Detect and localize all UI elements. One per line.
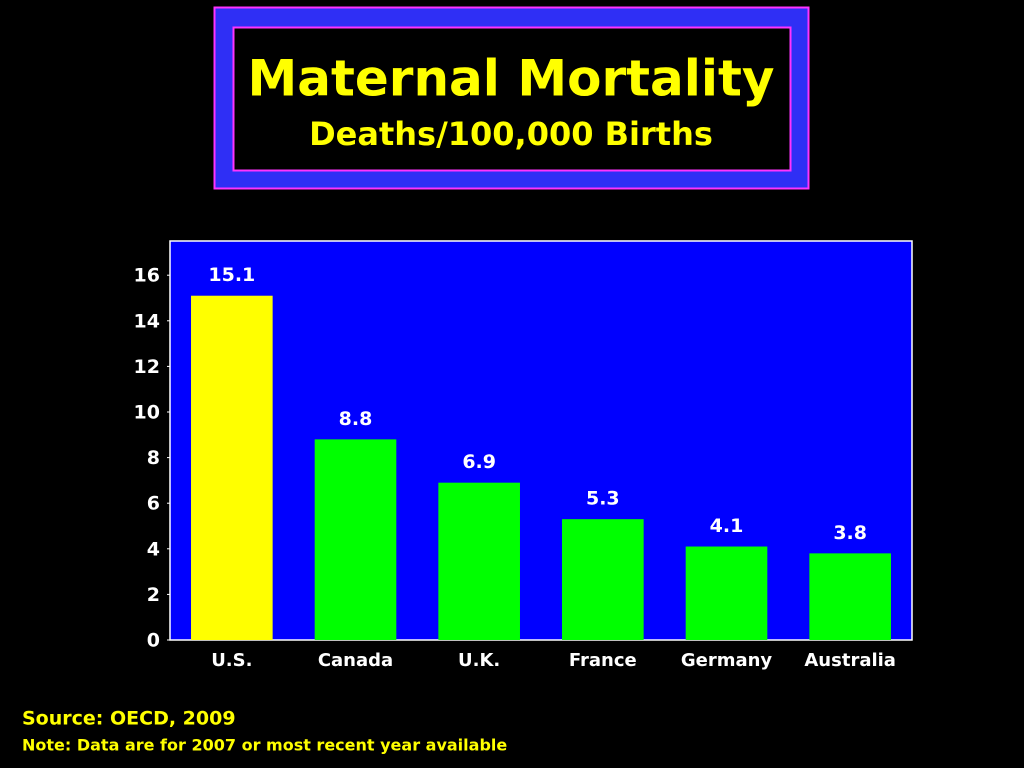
y-tick-label: 12 (134, 356, 160, 378)
data-label: 5.3 (586, 488, 620, 510)
data-label: 4.1 (710, 515, 744, 537)
y-tick-label: 4 (147, 538, 160, 560)
y-tick-label: 14 (134, 310, 160, 332)
y-tick-label: 10 (134, 402, 160, 424)
data-label: 15.1 (208, 264, 255, 286)
data-label: 6.9 (462, 451, 496, 473)
y-tick-label: 2 (147, 584, 160, 606)
data-label: 3.8 (833, 522, 867, 544)
bar (438, 482, 520, 640)
plot-area (169, 240, 913, 641)
x-tick-label: U.S. (211, 650, 252, 671)
x-tick-label: Australia (804, 650, 896, 671)
y-tick-label: 16 (134, 265, 160, 287)
data-label: 8.8 (339, 408, 373, 430)
bar (685, 546, 768, 640)
bar (809, 553, 891, 640)
y-tick-label: 8 (147, 447, 160, 469)
title-box (232, 26, 792, 172)
source: Source: OECD, 2009 (22, 708, 236, 730)
bar (562, 519, 644, 640)
bar (191, 295, 273, 640)
chart-title: Maternal Mortality (247, 50, 774, 108)
chart-subtitle: Deaths/100,000 Births (309, 115, 713, 153)
x-tick-label: Canada (318, 650, 393, 671)
x-tick-label: France (569, 650, 637, 671)
x-tick-label: U.K. (458, 650, 500, 671)
note: Note: Data are for 2007 or most recent y… (22, 736, 507, 755)
x-tick-label: Germany (681, 650, 773, 671)
bar (314, 439, 397, 640)
y-tick-label: 0 (147, 630, 160, 652)
y-tick-label: 6 (147, 493, 160, 515)
